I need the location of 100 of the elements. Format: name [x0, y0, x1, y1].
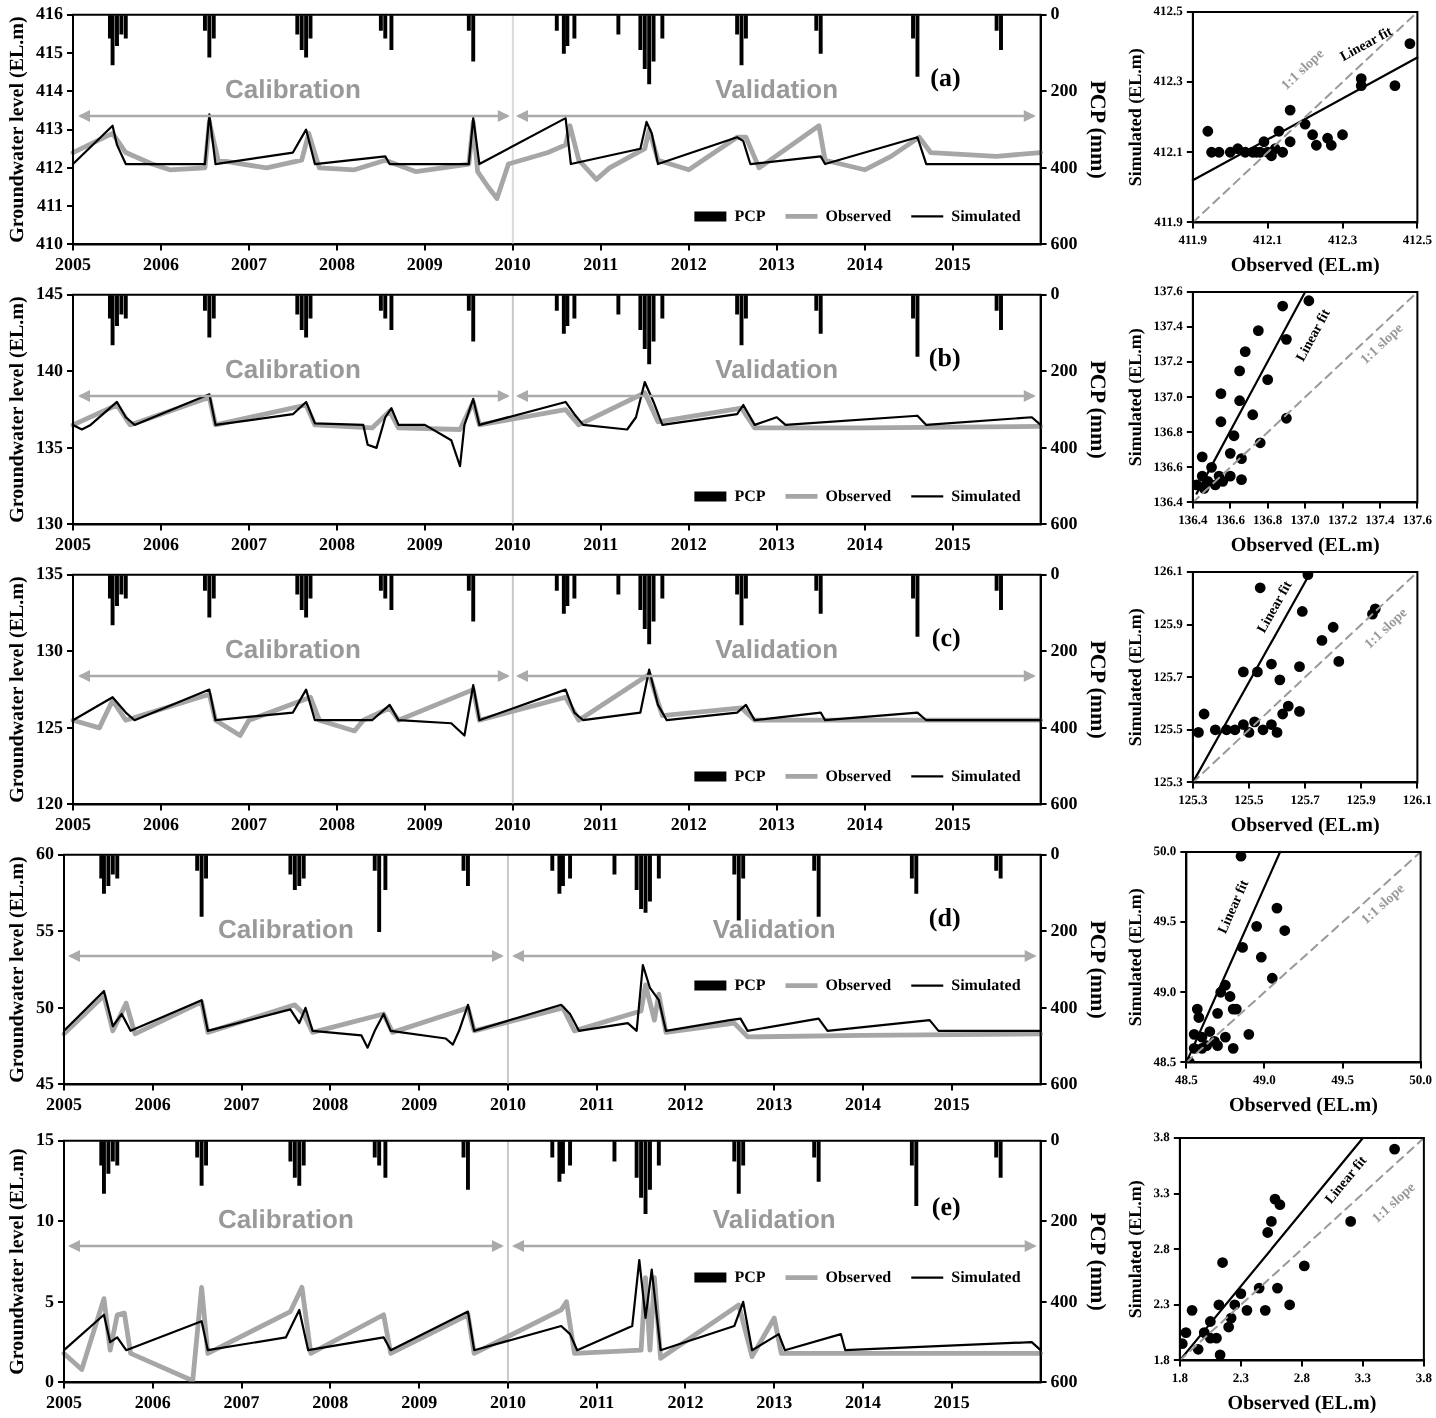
- x-tick-label: 2014: [845, 1391, 883, 1412]
- annotation: Calibration: [225, 73, 361, 104]
- x-tick-label: 2011: [583, 533, 620, 554]
- y-tick-label: 5: [45, 1290, 55, 1311]
- legend-label: PCP: [734, 975, 766, 994]
- y2-tick-label: 400: [1050, 996, 1079, 1017]
- annotation: Validation: [715, 633, 839, 664]
- y-tick-label: 130: [36, 639, 64, 660]
- x-tick-label: 2006: [142, 813, 180, 834]
- legend-label: PCP: [734, 1267, 766, 1286]
- annotation: Validation: [715, 353, 839, 384]
- x-tick-label: 2015: [934, 813, 972, 834]
- y-tick-label: 135: [36, 436, 64, 457]
- y-tick-label: 130: [36, 513, 64, 534]
- x-tick-label: 2005: [55, 813, 92, 834]
- x-tick-label: 2009: [406, 533, 444, 554]
- legend-label: Simulated: [951, 766, 1022, 785]
- y-tick-label: 125: [36, 716, 64, 737]
- y-axis-title: Groundwater level (EL.m): [7, 1148, 30, 1375]
- x-tick-label: 2008: [312, 1093, 350, 1114]
- y2-tick-label: 600: [1050, 1073, 1079, 1094]
- x-axis-title: Observed (EL.m): [1229, 1095, 1378, 1118]
- legend-label: PCP: [734, 766, 766, 785]
- y2-tick-label: 600: [1050, 513, 1079, 534]
- y-axis-title: Groundwater level (EL.m): [7, 856, 30, 1083]
- annotation: Validation: [712, 913, 836, 944]
- y2-tick-label: 200: [1050, 79, 1079, 100]
- annotation: Validation: [715, 73, 839, 104]
- x-axis-title: Observed (EL.m): [1230, 255, 1380, 278]
- y-axis-title: Simulated (EL.m): [1125, 48, 1146, 187]
- annotation: (d): [928, 901, 961, 932]
- legend-label: Simulated: [951, 1267, 1022, 1286]
- x-tick-label: 2008: [318, 253, 356, 274]
- x-tick-label: 2012: [667, 1391, 705, 1412]
- y2-tick-label: 200: [1050, 639, 1079, 660]
- x-tick-label: 2005: [46, 1391, 83, 1412]
- legend-label: Simulated: [951, 975, 1022, 994]
- x-tick-label: 2012: [667, 1093, 705, 1114]
- x-tick-label: 2007: [230, 253, 268, 274]
- x-tick-label: 2015: [933, 1391, 971, 1412]
- annotation: Calibration: [218, 913, 354, 944]
- x-tick-label: 2010: [489, 1391, 527, 1412]
- x-tick-label: 2013: [756, 1093, 794, 1114]
- x-tick-label: 2011: [583, 813, 620, 834]
- legend-label: Observed: [825, 486, 893, 505]
- x-tick-label: 2012: [670, 533, 708, 554]
- x-tick-label: 2008: [312, 1391, 350, 1412]
- y2-axis-title: PCP (mm): [1085, 920, 1110, 1020]
- y-axis-title: Simulated (EL.m): [1125, 608, 1146, 747]
- annotation: (e): [931, 1191, 961, 1222]
- y-tick-label: 120: [36, 793, 64, 814]
- y2-tick-label: 400: [1050, 1290, 1079, 1311]
- y-axis-title: Groundwater level (EL.m): [7, 16, 30, 243]
- y2-tick-label: 400: [1050, 156, 1079, 177]
- y2-tick-label: 200: [1050, 359, 1079, 380]
- x-tick-label: 2015: [933, 1093, 971, 1114]
- y2-tick-label: 200: [1050, 919, 1079, 940]
- y-tick-label: 411: [36, 194, 64, 215]
- annotation: (b): [928, 341, 961, 372]
- y-tick-label: 412: [36, 156, 64, 177]
- legend-label: Observed: [825, 206, 893, 225]
- y2-tick-label: 400: [1050, 436, 1079, 457]
- x-tick-label: 2005: [55, 253, 92, 274]
- y-tick-label: 414: [36, 79, 64, 100]
- y2-axis-title: PCP (mm): [1085, 640, 1110, 740]
- x-tick-label: 2014: [846, 533, 884, 554]
- x-tick-label: 2012: [670, 813, 708, 834]
- x-tick-label: 2013: [758, 533, 796, 554]
- legend-label: Observed: [825, 766, 893, 785]
- y2-tick-label: 0: [1050, 283, 1061, 304]
- x-tick-label: 2006: [134, 1391, 172, 1412]
- y2-tick-label: 0: [1050, 843, 1061, 864]
- x-tick-label: 2009: [406, 813, 444, 834]
- x-tick-label: 2011: [583, 253, 620, 274]
- y-tick-label: 45: [36, 1073, 55, 1094]
- x-axis-title: Observed (EL.m): [1230, 815, 1380, 838]
- x-tick-label: 2013: [758, 813, 796, 834]
- y-tick-label: 145: [36, 283, 64, 304]
- x-tick-label: 2007: [223, 1391, 261, 1412]
- x-tick-label: 2006: [142, 253, 180, 274]
- annotation: Validation: [712, 1203, 836, 1234]
- x-tick-label: 2015: [934, 253, 972, 274]
- x-tick-label: 2005: [55, 533, 92, 554]
- x-tick-label: 2009: [406, 253, 444, 274]
- y-axis-title: Groundwater level (EL.m): [7, 296, 30, 523]
- y2-tick-label: 600: [1050, 233, 1079, 254]
- y-tick-label: 0: [45, 1371, 55, 1392]
- y2-tick-label: 600: [1050, 1371, 1079, 1392]
- annotation: Calibration: [225, 633, 361, 664]
- x-tick-label: 2014: [846, 813, 884, 834]
- annotation: Calibration: [225, 353, 361, 384]
- y2-tick-label: 0: [1050, 3, 1061, 24]
- legend-label: Observed: [825, 975, 893, 994]
- x-axis-title: Observed (EL.m): [1227, 1393, 1377, 1416]
- x-tick-label: 2006: [134, 1093, 172, 1114]
- x-tick-label: 2005: [46, 1093, 83, 1114]
- x-tick-label: 2008: [318, 533, 356, 554]
- annotation: (a): [930, 61, 961, 92]
- x-axis-title: Observed (EL.m): [1230, 535, 1380, 558]
- y2-tick-label: 600: [1050, 793, 1079, 814]
